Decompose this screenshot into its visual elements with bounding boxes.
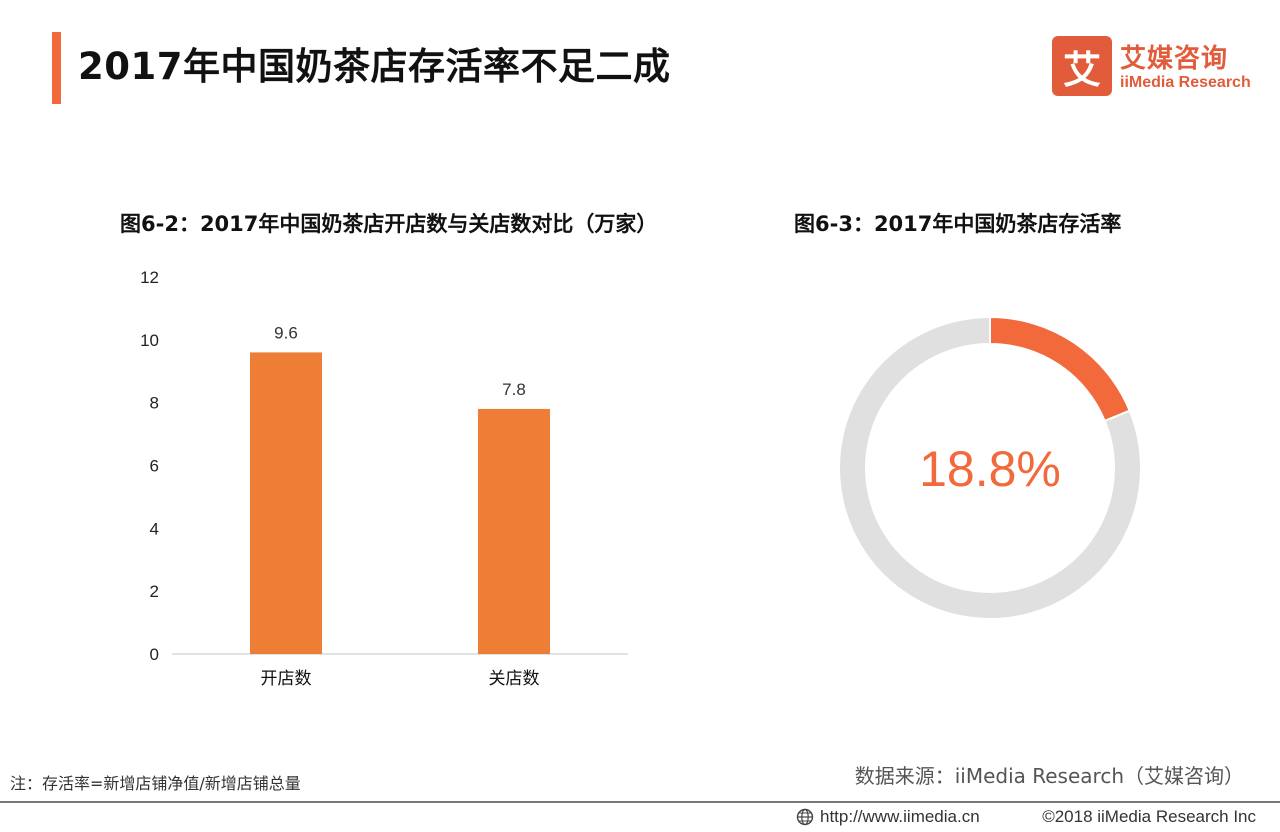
footer-copyright: ©2018 iiMedia Research Inc xyxy=(1042,807,1256,826)
donut-slice-survival xyxy=(989,315,1131,423)
globe-icon xyxy=(796,808,814,826)
y-tick-label: 10 xyxy=(140,331,159,350)
y-tick-label: 12 xyxy=(140,268,159,287)
page-title: 2017年中国奶茶店存活率不足二成 xyxy=(78,45,671,88)
logo-text-cn: 艾媒咨询 xyxy=(1120,44,1229,74)
bar-value-label: 7.8 xyxy=(502,380,526,399)
donut-chart-title: 图6-3：2017年中国奶茶店存活率 xyxy=(794,212,1122,236)
logo-mark: 艾 xyxy=(1052,36,1112,96)
y-tick-label: 6 xyxy=(150,457,159,476)
logo-text-en: iiMedia Research xyxy=(1120,74,1251,91)
x-category-label: 关店数 xyxy=(489,669,540,689)
y-tick-label: 0 xyxy=(150,645,159,664)
donut-slice-remainder xyxy=(838,315,1142,620)
bar-2 xyxy=(478,408,550,654)
footer-url[interactable]: http://www.iimedia.cn xyxy=(820,807,980,826)
footnote: 注：存活率=新增店铺净值/新增店铺总量 xyxy=(10,774,301,793)
charts-canvas: 0 2 4 6 8 10 12 9.6 开店数 7.8 关店数 18.8% xyxy=(140,268,1142,689)
bar-chart-title: 图6-2：2017年中国奶茶店开店数与关店数对比（万家） xyxy=(120,212,658,236)
footer-divider xyxy=(0,801,1280,803)
y-tick-label: 2 xyxy=(150,582,159,601)
y-tick-label: 8 xyxy=(150,394,159,413)
y-tick-label: 4 xyxy=(150,519,159,538)
bar-1 xyxy=(250,352,322,654)
iimedia-logo: 艾 艾媒咨询 iiMedia Research xyxy=(1052,36,1252,98)
donut-center-value: 18.8% xyxy=(919,441,1061,497)
title-accent-bar xyxy=(52,32,61,104)
footer: http://www.iimedia.cn ©2018 iiMedia Rese… xyxy=(0,803,1280,832)
x-category-label: 开店数 xyxy=(261,669,312,689)
data-source: 数据来源：iiMedia Research（艾媒咨询） xyxy=(854,764,1244,788)
bar-value-label: 9.6 xyxy=(274,323,298,342)
